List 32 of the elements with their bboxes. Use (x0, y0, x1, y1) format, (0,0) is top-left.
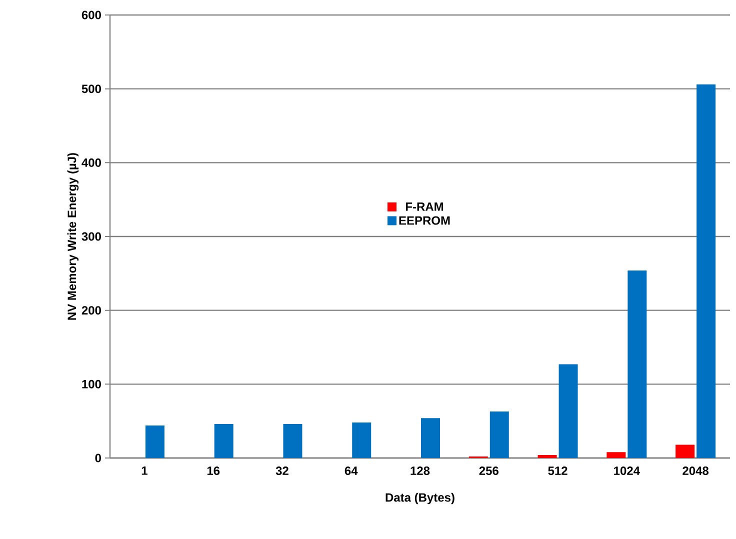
y-tick-label: 500 (82, 84, 101, 94)
x-axis-title: Data (Bytes) (386, 492, 454, 504)
y-tick-label: 100 (82, 380, 101, 388)
x-tick-label: 512 (548, 466, 568, 476)
x-tick-label: 128 (410, 466, 430, 476)
x-tick-label: 2048 (682, 466, 709, 476)
y-tick-label: 600 (82, 10, 101, 20)
x-tick-label: 1024 (614, 466, 640, 476)
x-tick-label: 16 (207, 466, 220, 476)
legend-label: EEPROM (399, 216, 450, 225)
bar (558, 364, 578, 458)
bar (538, 455, 557, 458)
x-tick-label: 32 (276, 466, 288, 476)
bar (283, 424, 302, 458)
bar (421, 418, 440, 458)
y-tick-label: 300 (82, 232, 101, 241)
y-tick-label: 0 (95, 454, 101, 462)
bar (628, 270, 647, 458)
bar (676, 444, 695, 458)
bar (214, 424, 234, 458)
x-tick-label: 1 (142, 466, 148, 475)
bar (490, 411, 509, 458)
y-axis-title: NV Memory Write Energy (µJ) (67, 153, 79, 320)
x-tick-label: 64 (344, 466, 358, 476)
bar (352, 422, 372, 458)
bar (606, 452, 626, 458)
legend-label: F-RAM (406, 202, 444, 211)
bar (145, 426, 164, 458)
bar (696, 84, 716, 458)
y-tick-label: 200 (82, 306, 101, 315)
x-tick-label: 256 (479, 466, 498, 476)
y-tick-label: 400 (82, 158, 101, 167)
